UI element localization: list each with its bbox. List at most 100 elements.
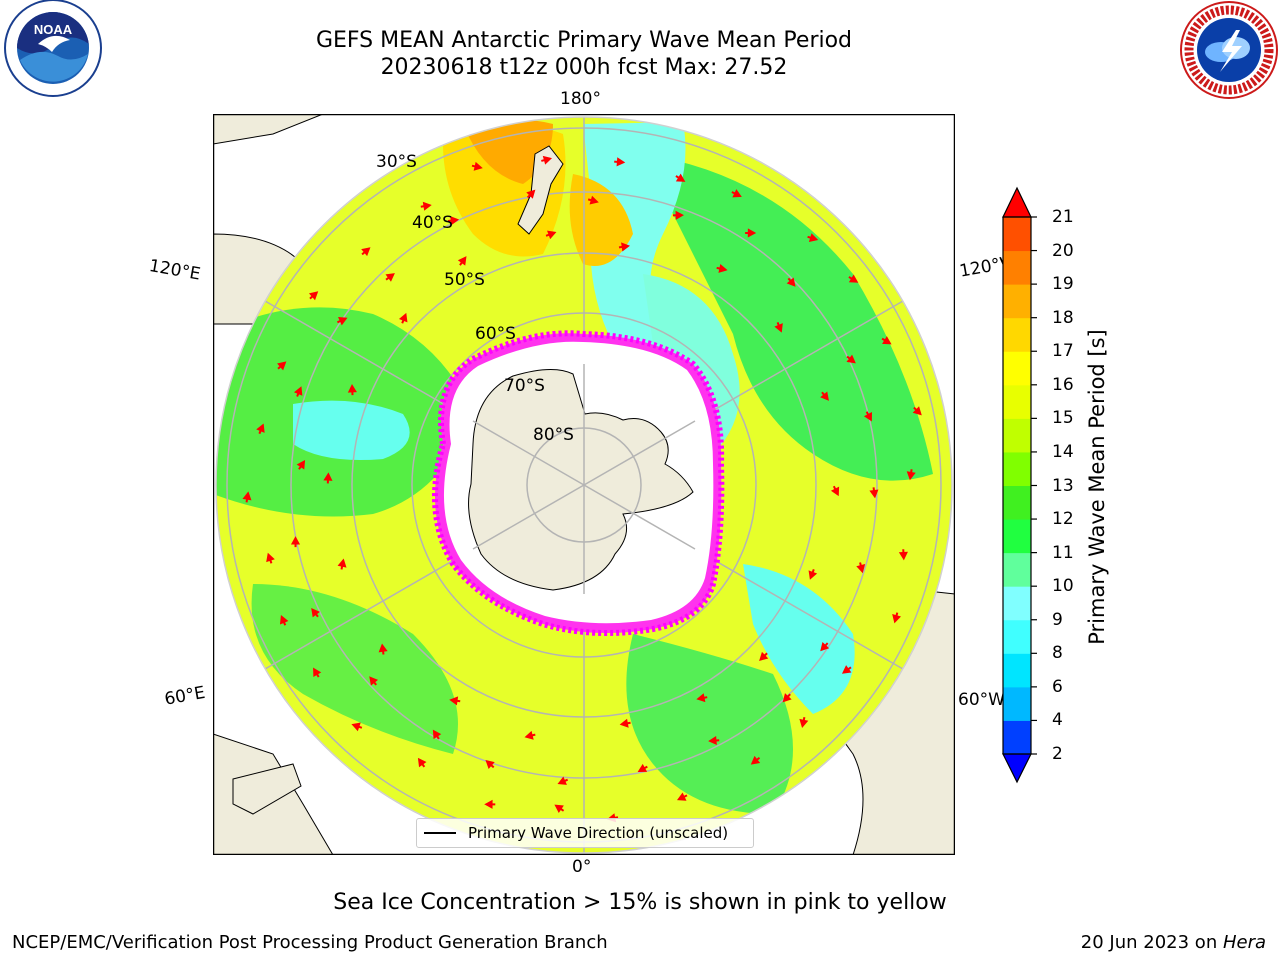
wave-arrow-head — [398, 312, 408, 323]
colorbar-segment — [1003, 686, 1031, 721]
wave-arrow-head — [432, 729, 442, 740]
wave-arrow-head — [351, 722, 361, 732]
wave-arrow-head — [554, 804, 564, 814]
lat-label-80s: 80°S — [533, 425, 574, 445]
colorbar-tick-label: 12 — [1052, 509, 1074, 530]
wave-arrow-head — [313, 667, 322, 678]
wave-arrow-head — [547, 230, 557, 240]
colorbar-segment — [1003, 519, 1031, 554]
wave-arrow-head — [869, 489, 879, 499]
colorbar-segment — [1003, 451, 1031, 486]
wave-arrow-head — [311, 607, 320, 618]
colorbar-tick-label: 14 — [1052, 441, 1074, 462]
colorbar-tick-label: 21 — [1052, 207, 1074, 227]
wave-arrow-head — [820, 391, 829, 401]
colorbar-segment — [1003, 284, 1031, 319]
land-new-zealand — [517, 145, 564, 235]
wave-arrow-head — [808, 570, 818, 580]
wave-arrow-head — [337, 558, 347, 568]
wave-arrow-head — [323, 472, 333, 481]
wave-arrow-head — [361, 247, 371, 257]
wave-arrow-head — [457, 256, 467, 266]
legend-line-swatch — [424, 832, 456, 834]
colorbar-tick-label: 9 — [1052, 609, 1063, 630]
wave-arrow-head — [696, 693, 706, 703]
wave-arrow-head — [708, 735, 717, 746]
wave-arrow-head — [906, 471, 916, 481]
wave-arrow-head — [296, 460, 306, 470]
wave-arrow-head — [759, 651, 769, 661]
wave-arrow-head — [898, 551, 908, 561]
colorbar-tick-label: 2 — [1052, 744, 1063, 764]
wave-arrow-head — [750, 755, 761, 765]
wave-arrow-head — [676, 792, 687, 801]
lon-label-60e: 60°E — [163, 682, 207, 710]
colorbar-segment — [1003, 317, 1031, 352]
lat-label-60s: 60°S — [475, 324, 516, 344]
footer-date: 20 Jun 2023 on Hera — [1081, 932, 1266, 953]
title-line-2: 20230618 t12z 000h fcst Max: 27.52 — [380, 55, 788, 80]
lat-label-30s: 30°S — [376, 152, 417, 172]
colorbar-tick-label: 10 — [1052, 576, 1074, 597]
wave-arrow-head — [338, 317, 348, 326]
wave-arrow-head — [378, 643, 388, 653]
wave-arrow-head — [385, 273, 395, 282]
colorbar-tick-label: 11 — [1052, 542, 1074, 563]
wave-arrow-head — [279, 615, 289, 625]
wave-arrow-head — [308, 291, 319, 301]
colorbar-segment — [1003, 720, 1031, 755]
lat-label-70s: 70°S — [504, 376, 545, 396]
wave-arrow-head — [799, 718, 809, 729]
wave-arrow-head — [542, 155, 553, 165]
wave-arrow-head — [242, 491, 252, 501]
wave-arrow-head — [718, 264, 728, 273]
land-madagascar — [232, 763, 302, 815]
polar-map — [213, 114, 955, 855]
colorbar-tick-label: 16 — [1052, 374, 1074, 395]
wave-arrow-head — [863, 412, 872, 422]
wave-arrow-head — [747, 228, 757, 238]
lon-label-60w: 60°W — [958, 690, 1005, 710]
wave-arrow-head — [846, 354, 856, 364]
wave-arrow-head — [484, 799, 493, 809]
caption: Sea Ice Concentration > 15% is shown in … — [333, 890, 947, 915]
map-legend: Primary Wave Direction (unscaled) — [416, 818, 754, 848]
land-antarctica — [468, 369, 694, 591]
wave-direction-arrows — [242, 155, 922, 823]
wave-arrow-head — [841, 665, 852, 674]
wave-arrow-head — [557, 776, 567, 785]
legend-label: Primary Wave Direction (unscaled) — [468, 824, 729, 842]
colorbar-tick-label: 18 — [1052, 307, 1074, 328]
colorbar-segment — [1003, 351, 1031, 386]
wave-arrow-head — [485, 759, 495, 769]
wave-arrow-head — [882, 336, 892, 345]
colorbar-label: Primary Wave Mean Period [s] — [1085, 329, 1109, 645]
colorbar-over-triangle — [1002, 186, 1032, 218]
wave-arrow-head — [524, 730, 534, 740]
land-australia — [213, 114, 324, 145]
wave-arrow-head — [277, 361, 287, 371]
wave-arrow-head — [293, 386, 303, 396]
wave-arrow-head — [473, 161, 483, 171]
wave-arrow-head — [808, 233, 819, 242]
colorbar-tick-label: 8 — [1052, 643, 1063, 664]
colorbar-tick-label: 6 — [1052, 676, 1063, 697]
wave-arrow-head — [782, 693, 792, 703]
wave-arrow-head — [369, 676, 379, 686]
colorbar-tick-label: 17 — [1052, 341, 1074, 362]
wave-arrow-head — [786, 277, 796, 287]
wave-arrow-head — [732, 189, 742, 198]
wave-arrow-head — [619, 718, 629, 728]
wave-arrow-head — [616, 157, 626, 167]
wave-arrow-head — [449, 696, 459, 706]
nws-logo — [1180, 1, 1278, 99]
colorbar-tick-label: 13 — [1052, 475, 1074, 496]
colorbar-segment — [1003, 552, 1031, 587]
colorbar-segment — [1003, 653, 1031, 688]
wave-arrow-head — [290, 536, 301, 545]
wave-arrow-head — [848, 274, 859, 283]
colorbar-segment — [1003, 250, 1031, 285]
title-line-1: GEFS MEAN Antarctic Primary Wave Mean Pe… — [315, 28, 853, 53]
colorbar-tick-label: 19 — [1052, 274, 1074, 295]
colorbar-segment — [1003, 586, 1031, 621]
